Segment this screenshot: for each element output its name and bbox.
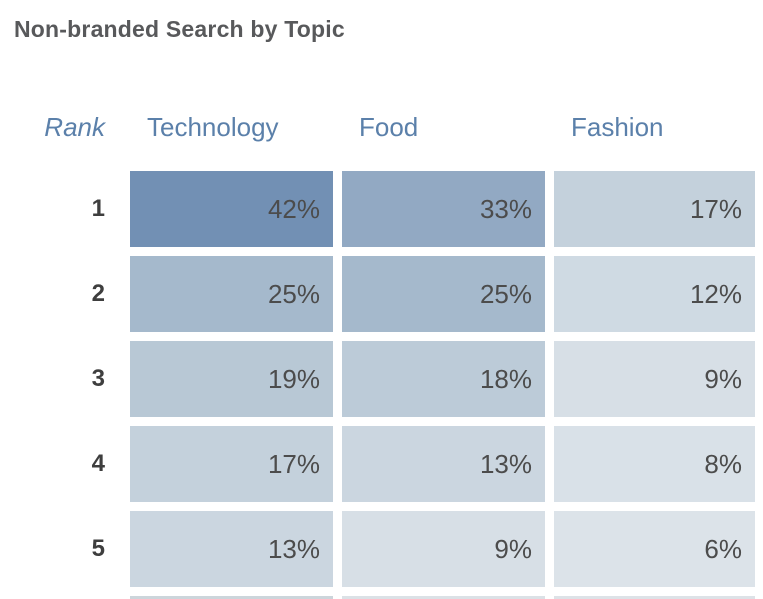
rank-label: 3 bbox=[91, 365, 105, 392]
heatmap-cell-fashion: 12% bbox=[554, 256, 755, 332]
heatmap-cell-food: 18% bbox=[342, 341, 545, 417]
column-header-rank: Rank bbox=[44, 112, 105, 142]
heatmap-cell-fashion: 17% bbox=[554, 171, 755, 247]
heatmap-cell-technology: 19% bbox=[130, 341, 333, 417]
heatmap-cell-food: 9% bbox=[342, 511, 545, 587]
heatmap-cell-food: 13% bbox=[342, 426, 545, 502]
heatmap-cell-fashion: 6% bbox=[554, 511, 755, 587]
heatmap-cell-technology bbox=[130, 596, 333, 599]
column-header-row: Rank Technology Food Fashion bbox=[8, 112, 763, 142]
column-header-fashion: Fashion bbox=[571, 112, 664, 142]
heatmap-cell-technology: 25% bbox=[130, 256, 333, 332]
rank-label: 5 bbox=[91, 535, 105, 562]
column-header-food: Food bbox=[359, 112, 419, 142]
heatmap-cell-fashion: 8% bbox=[554, 426, 755, 502]
rank-label: 2 bbox=[91, 280, 105, 307]
heatmap-body: 1 42% 33% 17% 2 25% 25% 12% 3 19% 18% 9%… bbox=[8, 171, 763, 599]
rank-label: 1 bbox=[91, 195, 105, 222]
column-header-technology: Technology bbox=[147, 112, 279, 142]
heatmap-cell-fashion bbox=[554, 596, 755, 599]
heatmap-cell-fashion: 9% bbox=[554, 341, 755, 417]
heatmap-cell-food: 25% bbox=[342, 256, 545, 332]
heatmap-cell-technology: 17% bbox=[130, 426, 333, 502]
chart-title: Non-branded Search by Topic bbox=[14, 16, 345, 42]
heatmap-cell-technology: 13% bbox=[130, 511, 333, 587]
heatmap-cell-technology: 42% bbox=[130, 171, 333, 247]
rank-label: 4 bbox=[91, 450, 105, 477]
heatmap-cell-food: 33% bbox=[342, 171, 545, 247]
heatmap-cell-food bbox=[342, 596, 545, 599]
